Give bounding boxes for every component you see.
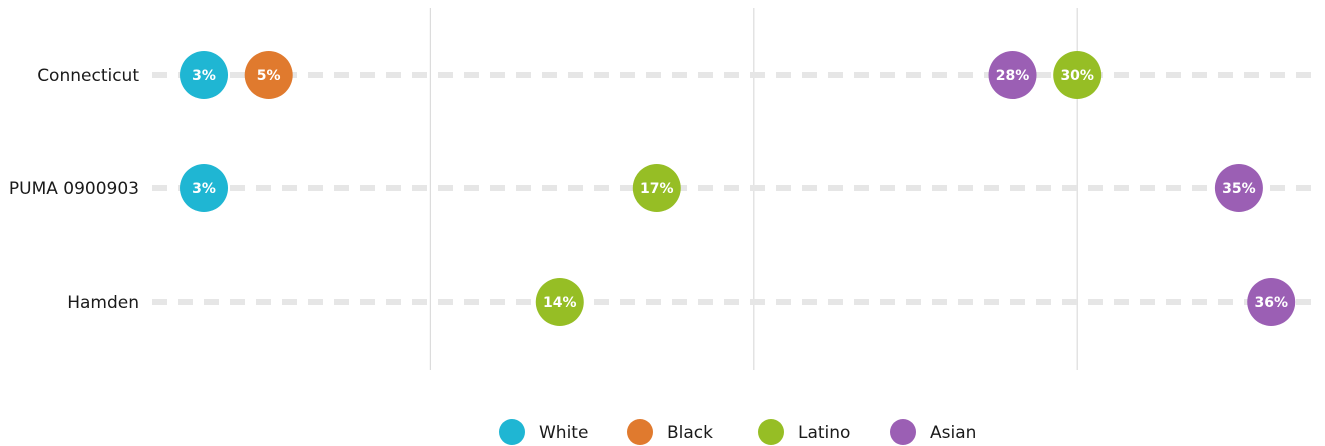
category-labels: Connecticut PUMA 0900903 Hamden (9, 66, 139, 313)
data-label: 28% (996, 68, 1030, 84)
data-point-marker (1247, 278, 1296, 326)
data-label: 36% (1254, 295, 1288, 311)
row-tracks (152, 72, 1320, 305)
data-point-latino-hamden: 14% (535, 278, 584, 326)
data-point-marker (988, 51, 1037, 99)
legend: White Black Latino Asian (499, 419, 976, 445)
data-point-marker (1053, 51, 1102, 99)
data-point-latino-connecticut: 30% (1053, 51, 1102, 99)
data-point-marker (180, 164, 229, 212)
data-label: 5% (257, 68, 281, 84)
data-point-marker (244, 51, 293, 99)
data-label: 30% (1060, 68, 1094, 84)
legend-item-white: White (499, 419, 588, 445)
legend-swatch (499, 419, 525, 445)
data-point-white-connecticut: 3% (180, 51, 229, 99)
category-label-connecticut: Connecticut (37, 66, 139, 86)
category-label-hamden: Hamden (67, 293, 139, 313)
data-point-marker (180, 51, 229, 99)
data-points: 3% 3% 5% 30% 17% 14% 28% 35% 36% (180, 51, 1296, 326)
legend-label: Asian (930, 423, 976, 443)
data-label: 35% (1222, 181, 1256, 197)
data-point-asian-hamden: 36% (1247, 278, 1296, 326)
data-label: 14% (543, 295, 577, 311)
data-point-asian-connecticut: 28% (988, 51, 1037, 99)
data-point-latino-puma-0900903: 17% (632, 164, 681, 212)
legend-item-latino: Latino (758, 419, 850, 445)
data-label: 17% (640, 181, 674, 197)
legend-label: Latino (798, 423, 850, 443)
data-point-black-connecticut: 5% (244, 51, 293, 99)
data-point-marker (632, 164, 681, 212)
data-label: 3% (192, 181, 216, 197)
legend-label: White (539, 423, 588, 443)
data-point-white-puma-0900903: 3% (180, 164, 229, 212)
legend-label: Black (667, 423, 713, 443)
legend-swatch (627, 419, 653, 445)
legend-item-black: Black (627, 419, 713, 445)
data-point-marker (535, 278, 584, 326)
data-point-marker (1214, 164, 1263, 212)
legend-swatch (890, 419, 916, 445)
legend-item-asian: Asian (890, 419, 976, 445)
legend-swatch (758, 419, 784, 445)
data-label: 3% (192, 68, 216, 84)
data-point-asian-puma-0900903: 35% (1214, 164, 1263, 212)
category-label-puma-0900903: PUMA 0900903 (9, 179, 139, 199)
